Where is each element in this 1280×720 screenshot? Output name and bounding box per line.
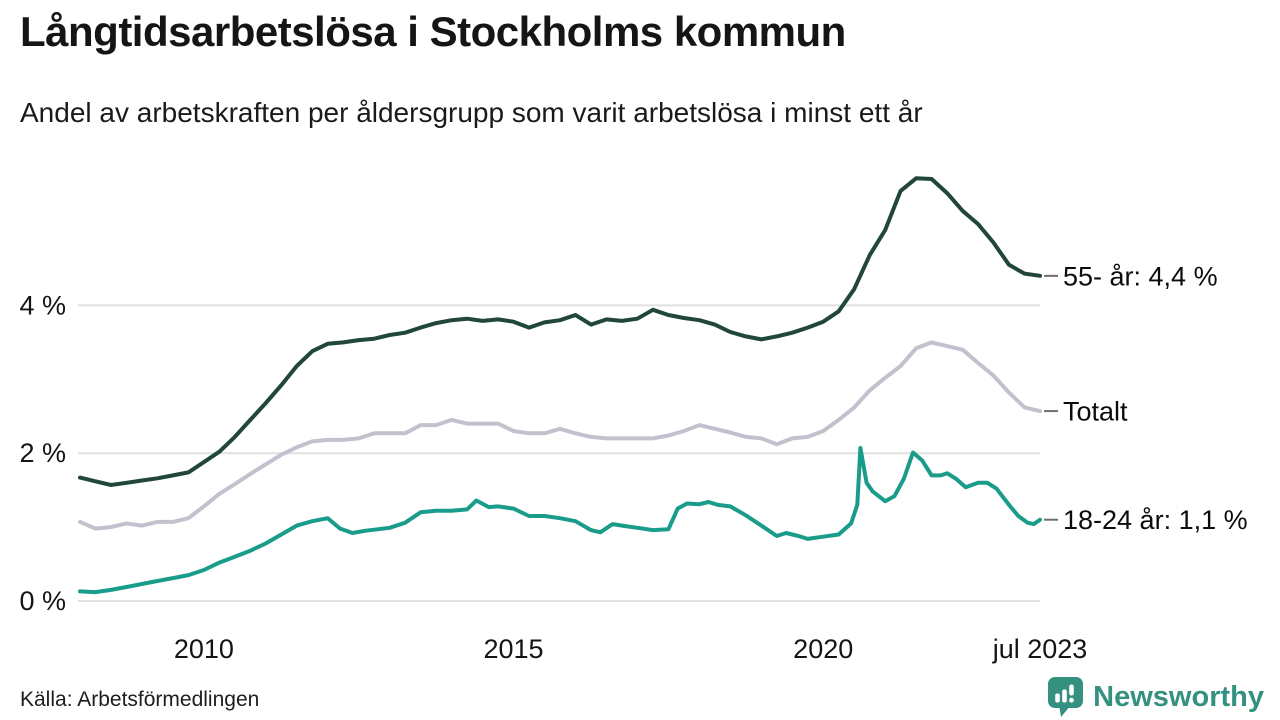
pin-barchart-icon bbox=[1048, 677, 1084, 717]
exclamation-dot bbox=[1069, 697, 1075, 703]
page-title: Långtidsarbetslösa i Stockholms kommun bbox=[20, 8, 846, 55]
y-tick-label: 0 % bbox=[19, 586, 66, 616]
chart-subtitle: Andel av arbetskraften per åldersgrupp s… bbox=[20, 97, 923, 128]
brand-name: Newsworthy bbox=[1093, 680, 1264, 713]
y-tick-label: 4 % bbox=[19, 290, 66, 320]
series-end-label-0: 55- år: 4,4 % bbox=[1063, 261, 1218, 291]
newsworthy-logo[interactable]: Newsworthy bbox=[1047, 676, 1264, 718]
x-tick-label: jul 2023 bbox=[992, 634, 1088, 664]
series-line-0 bbox=[78, 176, 1042, 487]
source-note: Källa: Arbetsförmedlingen bbox=[20, 688, 260, 711]
x-tick-label: 2015 bbox=[484, 634, 544, 664]
bar-small bbox=[1055, 693, 1060, 703]
series-end-label-2: 18-24 år: 1,1 % bbox=[1063, 505, 1248, 535]
y-tick-label: 2 % bbox=[19, 438, 66, 468]
x-tick-label: 2020 bbox=[793, 634, 853, 664]
bar-exclamation bbox=[1069, 684, 1074, 696]
series-line-2 bbox=[78, 446, 1042, 595]
series-line-1 bbox=[78, 340, 1042, 531]
series-end-label-1: Totalt bbox=[1063, 397, 1128, 427]
bar-medium bbox=[1062, 689, 1067, 703]
x-tick-label: 2010 bbox=[174, 634, 234, 664]
